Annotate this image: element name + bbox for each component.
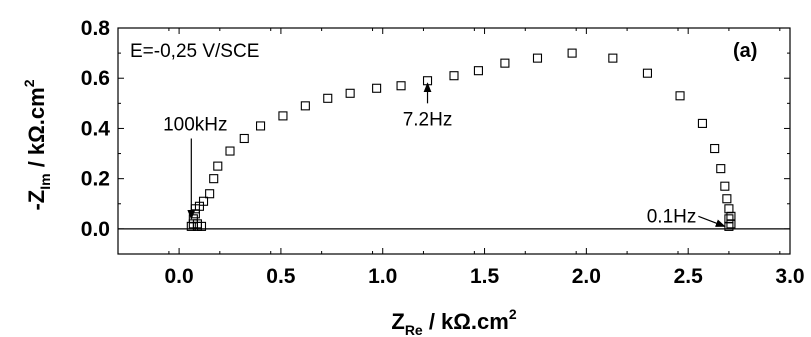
annotations: 100kHz 7.2Hz 0.1Hz <box>163 82 726 227</box>
data-point <box>697 118 707 128</box>
data-point <box>724 204 734 214</box>
plot-frame <box>117 27 791 255</box>
data-point <box>449 71 459 81</box>
data-point <box>239 133 249 144</box>
data-point <box>209 174 219 184</box>
annotation-arrow <box>698 215 726 227</box>
x-tick-label: 2.5 <box>674 265 704 288</box>
data-point <box>198 196 209 206</box>
y-tick-label: 0.2 <box>81 168 110 191</box>
data-point <box>323 93 333 103</box>
data-point <box>642 68 653 78</box>
data-point <box>722 194 732 204</box>
data-point <box>205 189 215 199</box>
data-point <box>567 48 577 58</box>
y-tick-label: 0.0 <box>81 218 110 241</box>
y-tick-label: 0.6 <box>81 67 110 90</box>
data-point <box>345 88 355 98</box>
data-point <box>473 66 483 76</box>
data-point <box>720 181 730 191</box>
data-point <box>213 161 223 171</box>
annotation-label: 7.2Hz <box>403 109 453 130</box>
data-point <box>710 143 720 154</box>
data-point <box>532 53 543 63</box>
panel-label: (a) <box>733 40 757 62</box>
data-point <box>278 111 288 121</box>
data-point <box>716 164 726 174</box>
data-point <box>724 214 734 224</box>
x-tick-label: 2.0 <box>572 265 601 288</box>
data-point <box>225 146 235 156</box>
x-tick-label: 0.0 <box>164 265 193 288</box>
x-tick-label: 0.5 <box>266 265 296 288</box>
y-axis-title: -ZIm / kΩ.cm2 <box>21 79 53 210</box>
data-point <box>500 58 510 68</box>
data-point <box>726 211 736 221</box>
annotation-label: 0.1Hz <box>647 206 697 227</box>
data-point <box>726 219 736 229</box>
data-point <box>190 209 200 219</box>
y-tick-label: 0.8 <box>81 17 111 40</box>
condition-label: E=-0,25 V/SCE <box>130 41 259 62</box>
x-axis-title: ZRe / kΩ.cm2 <box>391 306 516 337</box>
data-point <box>196 221 207 231</box>
x-axis-ticks: 0.0 0.5 1.0 1.5 2.0 2.5 3.0 <box>117 28 805 288</box>
y-tick-label: 0.4 <box>81 117 111 140</box>
x-tick-label: 1.5 <box>470 265 500 288</box>
data-point <box>300 101 310 111</box>
x-tick-label: 1.0 <box>368 265 397 288</box>
y-axis-ticks: 0.0 0.2 0.4 0.6 0.8 <box>81 17 790 255</box>
x-tick-label: 3.0 <box>775 265 804 288</box>
annotation-label: 100kHz <box>163 114 227 135</box>
data-markers <box>186 48 736 231</box>
data-point <box>396 81 406 91</box>
data-point <box>608 53 618 63</box>
data-point <box>372 83 382 93</box>
data-point <box>255 121 266 131</box>
data-point <box>675 91 685 101</box>
